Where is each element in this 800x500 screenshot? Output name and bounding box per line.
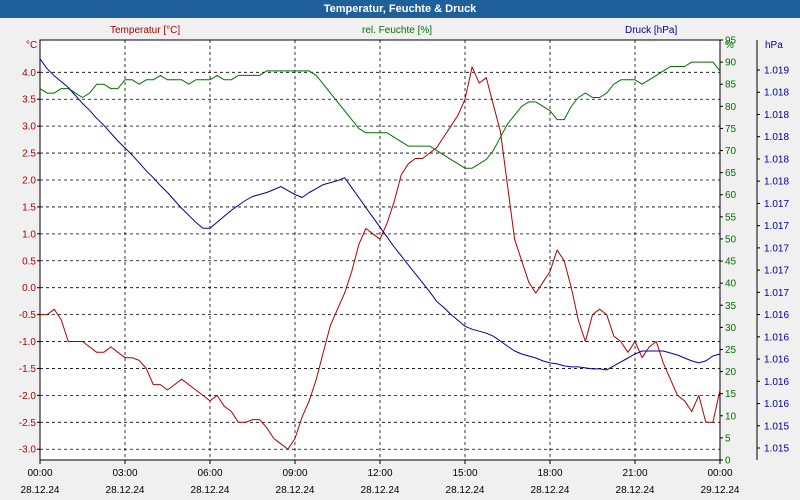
temperature-tick-label: -2.5	[19, 418, 37, 429]
temperature-tick-label: 1.5	[22, 202, 36, 213]
humidity-tick-label: 45	[725, 257, 737, 268]
humidity-tick-label: 35	[725, 301, 737, 312]
humidity-tick-label: 85	[725, 80, 737, 91]
temperature-tick-label: 0.0	[22, 283, 36, 294]
humidity-line	[39, 61, 721, 169]
time-tick-label: 18:00	[537, 468, 562, 479]
humidity-tick-label: 15	[725, 389, 737, 400]
pressure-tick-label: 1.018	[764, 110, 789, 121]
humidity-unit-label: %	[725, 40, 734, 51]
temperature-tick-label: 1.0	[22, 229, 36, 240]
humidity-tick-label: 90	[725, 58, 737, 69]
temperature-tick-label: -0.5	[19, 310, 37, 321]
temperature-axis: 4.0 3.5 3.0 2.5 2.0 1.5 1.0 0.5 0.0 -0.5 -1.0 -1.5 -…	[19, 68, 40, 456]
pressure-tick-label: 1.016	[764, 310, 789, 321]
temperature-tick-label: 4.0	[22, 68, 36, 79]
pressure-tick-label: 1.019	[764, 66, 789, 77]
pressure-tick-label: 1.018	[764, 154, 789, 165]
date-tick-label: 28.12.24	[21, 485, 60, 496]
humidity-legend: rel. Feuchte [%]	[362, 25, 432, 36]
humidity-tick-label: 50	[725, 234, 737, 245]
time-tick-label: 12:00	[367, 468, 392, 479]
pressure-tick-label: 1.017	[764, 288, 789, 299]
pressure-tick-label: 1.018	[764, 88, 789, 99]
humidity-tick-label: 65	[725, 168, 737, 179]
humidity-tick-label: 70	[725, 146, 737, 157]
humidity-tick-label: 30	[725, 323, 737, 334]
pressure-unit-label: hPa	[765, 40, 783, 51]
time-tick-label: 09:00	[282, 468, 307, 479]
temperature-tick-label: -3.0	[19, 445, 37, 456]
humidity-tick-label: 10	[725, 411, 737, 422]
time-axis: 00:00 28.12.24 03:00 28.12.24 06:00 28.12.24 0…	[21, 460, 740, 496]
temperature-tick-label: -1.5	[19, 364, 37, 375]
temperature-tick-label: -2.0	[19, 391, 37, 402]
pressure-tick-label: 1.016	[764, 355, 789, 366]
humidity-tick-label: 40	[725, 279, 737, 290]
window-title: Temperatur, Feuchte & Druck	[0, 0, 800, 18]
pressure-legend: Druck [hPa]	[625, 25, 677, 36]
humidity-tick-label: 80	[725, 102, 737, 113]
humidity-tick-label: 0	[725, 456, 731, 467]
humidity-tick-label: 95	[725, 36, 737, 47]
temperature-tick-label: 2.0	[22, 176, 36, 187]
pressure-tick-label: 1.017	[764, 266, 789, 277]
humidity-tick-label: 60	[725, 190, 737, 201]
date-tick-label: 28.12.24	[191, 485, 230, 496]
pressure-tick-label: 1.018	[764, 177, 789, 188]
date-tick-label: 28.12.24	[106, 485, 145, 496]
pressure-tick-label: 1.018	[764, 132, 789, 143]
time-tick-label: 21:00	[622, 468, 647, 479]
pressure-line	[39, 58, 721, 371]
time-tick-label: 15:00	[452, 468, 477, 479]
humidity-tick-label: 75	[725, 124, 737, 135]
temperature-tick-label: -1.0	[19, 337, 37, 348]
series-lines	[39, 58, 721, 450]
pressure-axis: 1.019 1.018 1.018 1.018 1.018 1.018 1.017 1.017…	[756, 40, 789, 460]
date-tick-label: 28.12.24	[531, 485, 570, 496]
humidity-tick-label: 20	[725, 367, 737, 378]
time-tick-label: 03:00	[112, 468, 137, 479]
pressure-tick-label: 1.016	[764, 377, 789, 388]
date-tick-label: 29.12.24	[701, 485, 740, 496]
date-tick-label: 28.12.24	[616, 485, 655, 496]
date-tick-label: 28.12.24	[361, 485, 400, 496]
temperature-unit-label: °C	[26, 40, 37, 51]
temperature-tick-label: 0.5	[22, 256, 36, 267]
date-tick-label: 28.12.24	[446, 485, 485, 496]
time-tick-label: 00:00	[27, 468, 52, 479]
pressure-tick-label: 1.017	[764, 243, 789, 254]
temperature-line	[40, 66, 721, 450]
pressure-tick-label: 1.015	[764, 421, 789, 432]
humidity-tick-label: 55	[725, 212, 737, 223]
pressure-tick-label: 1.017	[764, 221, 789, 232]
date-tick-label: 28.12.24	[276, 485, 315, 496]
temperature-legend: Temperatur [°C]	[110, 25, 180, 36]
humidity-tick-label: 5	[725, 433, 731, 444]
temperature-tick-label: 3.0	[22, 122, 36, 133]
time-tick-label: 06:00	[197, 468, 222, 479]
humidity-tick-label: 25	[725, 345, 737, 356]
pressure-tick-label: 1.017	[764, 199, 789, 210]
temperature-tick-label: 3.5	[22, 95, 36, 106]
pressure-tick-label: 1.016	[764, 332, 789, 343]
temperature-tick-label: 2.5	[22, 149, 36, 160]
pressure-tick-label: 1.015	[764, 444, 789, 455]
pressure-tick-label: 1.016	[764, 399, 789, 410]
time-tick-label: 00:00	[707, 468, 732, 479]
